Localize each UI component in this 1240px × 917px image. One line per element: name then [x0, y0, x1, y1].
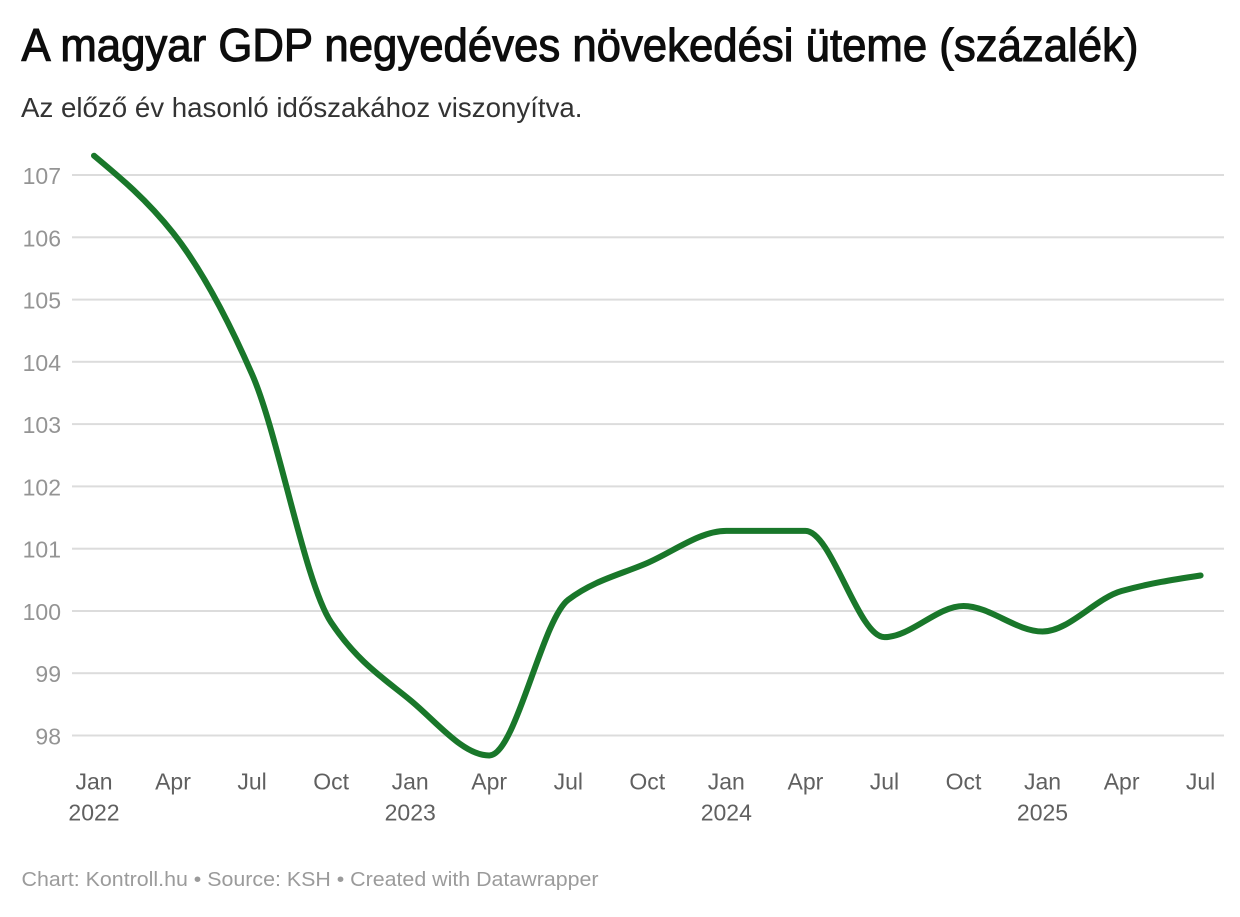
svg-text:107: 107: [23, 163, 61, 189]
svg-text:Oct: Oct: [946, 769, 982, 795]
svg-text:102: 102: [23, 474, 61, 500]
svg-text:Jul: Jul: [1186, 769, 1215, 795]
svg-text:Jan: Jan: [1024, 769, 1061, 795]
svg-text:2022: 2022: [68, 800, 119, 826]
svg-text:2024: 2024: [701, 800, 752, 826]
svg-text:Az előző év hasonló időszakáho: Az előző év hasonló időszakához viszonyí…: [21, 92, 583, 123]
svg-text:Jan: Jan: [708, 769, 745, 795]
svg-text:Apr: Apr: [155, 769, 191, 795]
svg-text:100: 100: [23, 599, 61, 625]
svg-text:Jan: Jan: [392, 769, 429, 795]
svg-text:Apr: Apr: [1104, 769, 1140, 795]
svg-text:104: 104: [23, 350, 62, 376]
svg-text:Chart: Kontroll.hu • Source: K: Chart: Kontroll.hu • Source: KSH • Creat…: [22, 869, 599, 891]
svg-text:A magyar GDP negyedéves növeke: A magyar GDP negyedéves növekedési üteme…: [22, 19, 1139, 71]
svg-text:106: 106: [23, 225, 61, 251]
svg-text:Jul: Jul: [237, 769, 266, 795]
svg-text:Apr: Apr: [788, 769, 824, 795]
svg-text:2023: 2023: [385, 800, 436, 826]
svg-text:105: 105: [23, 288, 61, 314]
svg-text:99: 99: [35, 661, 61, 687]
svg-text:2025: 2025: [1017, 800, 1068, 826]
svg-text:Apr: Apr: [471, 769, 507, 795]
svg-text:98: 98: [35, 724, 61, 750]
svg-text:Jul: Jul: [554, 769, 583, 795]
svg-text:103: 103: [23, 412, 61, 438]
svg-text:101: 101: [23, 537, 61, 563]
svg-text:Jan: Jan: [75, 769, 112, 795]
svg-text:Oct: Oct: [629, 769, 665, 795]
svg-text:Jul: Jul: [870, 769, 899, 795]
svg-text:Oct: Oct: [313, 769, 349, 795]
